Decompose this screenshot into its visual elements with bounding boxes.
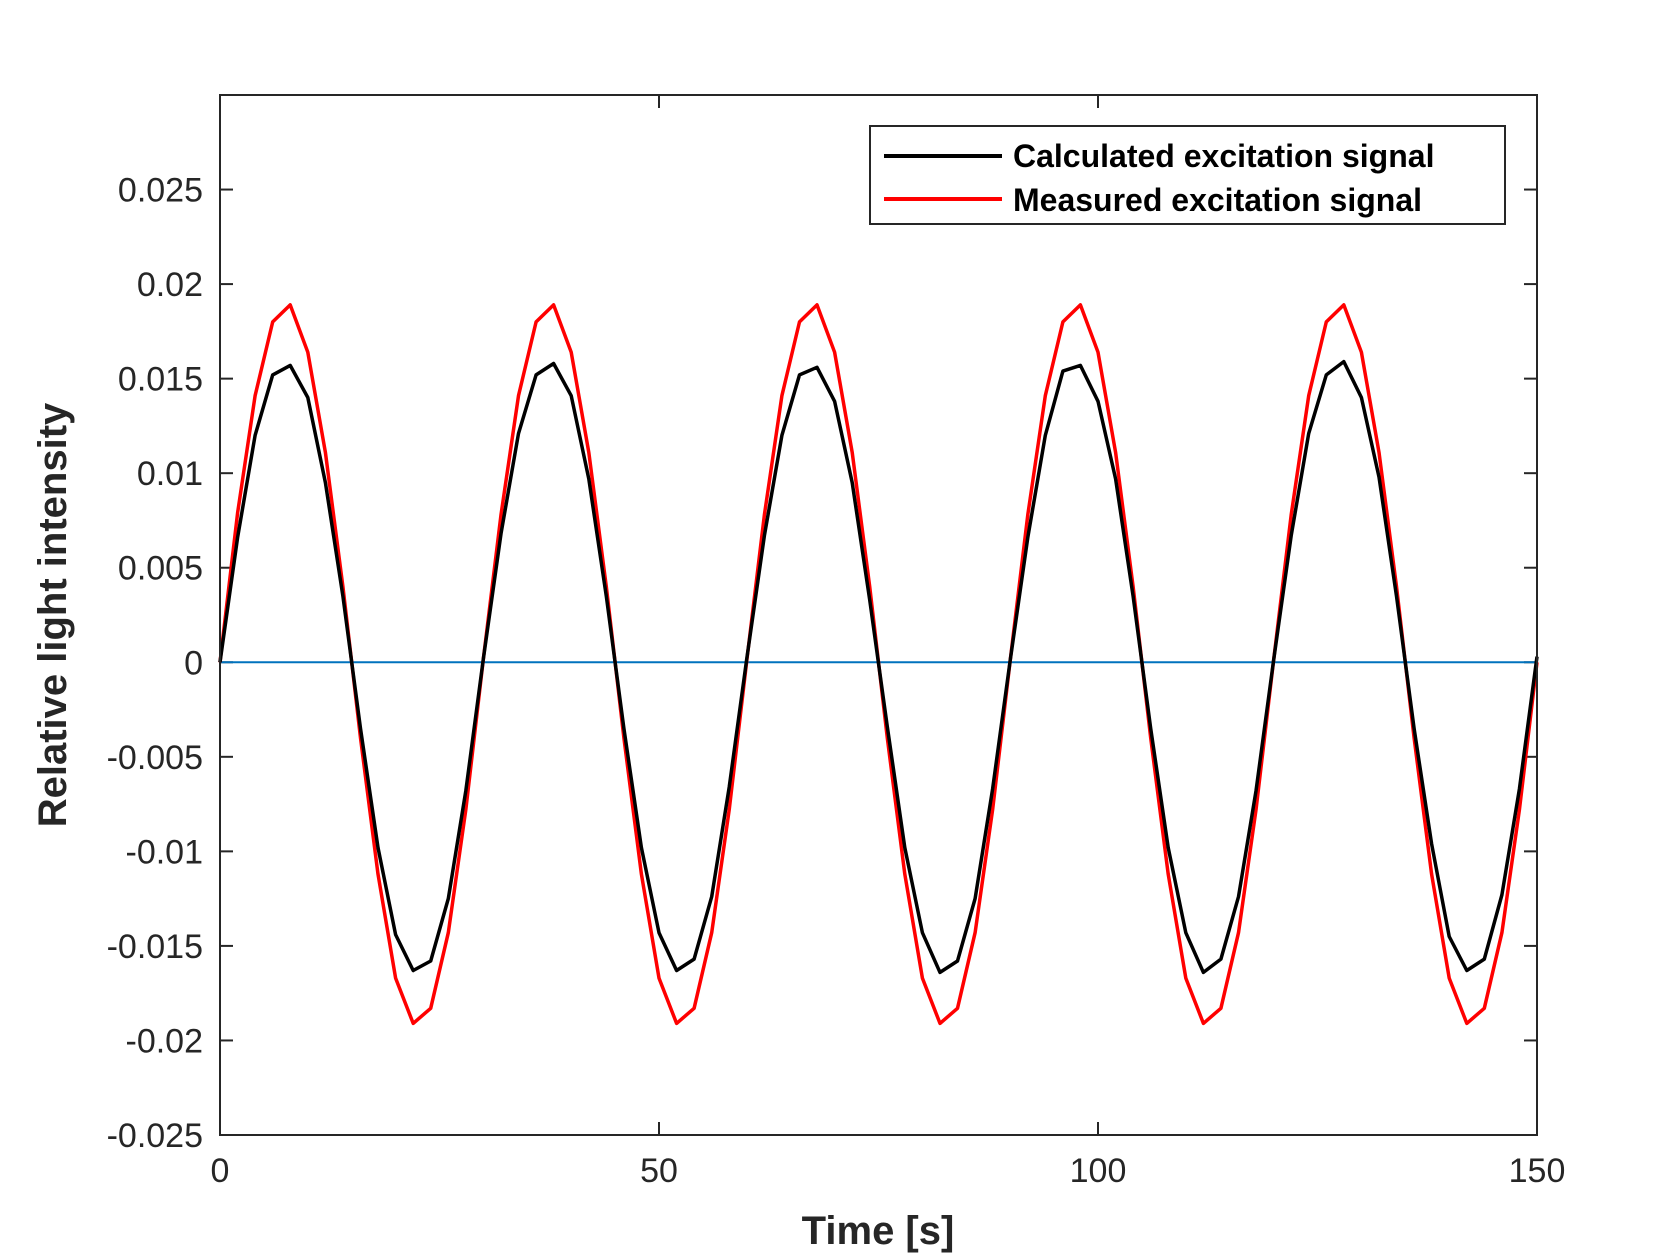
plot-frame (219, 94, 1538, 1136)
legend: Calculated excitation signal Measured ex… (869, 125, 1506, 225)
x-axis-label: Time [s] (802, 1209, 955, 1253)
plot-area (220, 95, 1537, 1135)
x-tick-label: 150 (1509, 1152, 1566, 1190)
y-tick-label: -0.015 (107, 928, 203, 966)
y-tick-label: 0.015 (118, 361, 203, 399)
x-tick-label: 0 (211, 1152, 230, 1190)
legend-box (869, 125, 1506, 225)
series-lines-group (218, 303, 1539, 1026)
x-tick-label: 100 (1070, 1152, 1127, 1190)
x-tick-label: 50 (640, 1152, 678, 1190)
y-tick-label: -0.005 (107, 739, 203, 777)
y-tick-label: 0.01 (137, 455, 203, 493)
y-tick-label: 0.02 (137, 266, 203, 304)
legend-label-measured: Measured excitation signal (1013, 182, 1422, 218)
tick-labels-group: 0 50 100 150 -0.025 -0.02 -0.015 -0.01 -0.005 0 0.… (107, 172, 1566, 1190)
y-tick-label: 0.005 (118, 550, 203, 588)
y-tick-label: -0.01 (126, 833, 204, 871)
y-tick-label: 0.025 (118, 172, 203, 210)
series-line-calculated (218, 359, 1539, 975)
y-tick-label: -0.025 (107, 1117, 203, 1155)
y-tick-label: -0.02 (126, 1022, 204, 1060)
legend-label-calculated: Calculated excitation signal (1013, 138, 1434, 174)
y-tick-label: 0 (184, 644, 203, 682)
y-axis-label: Relative light intensity (31, 402, 75, 827)
